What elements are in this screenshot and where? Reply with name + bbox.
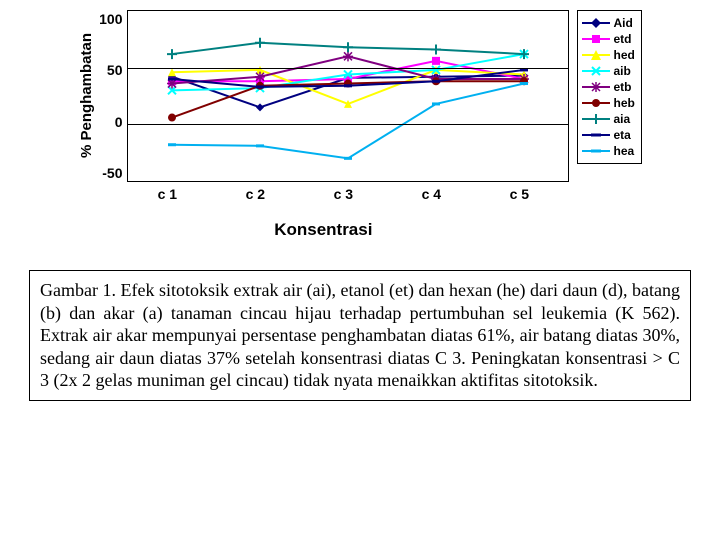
y-tick-labels: 100 50 0 -50 — [99, 11, 122, 181]
y-tick: -50 — [99, 165, 122, 181]
figure-caption: Gambar 1. Efek sitotoksik extrak air (ai… — [29, 270, 691, 401]
legend-item: etb — [582, 79, 635, 95]
legend-label: aib — [614, 63, 631, 79]
legend-item: aia — [582, 111, 635, 127]
legend-item: hed — [582, 47, 635, 63]
legend-item: Aid — [582, 15, 635, 31]
legend-item: etd — [582, 31, 635, 47]
gridline — [128, 124, 568, 125]
x-tick: c 2 — [211, 186, 299, 202]
figure: % Penghambatan 100 50 0 -50 c 1c 2c 3c 4c 5… — [10, 10, 710, 240]
legend-label: hed — [614, 47, 635, 63]
legend-label: eta — [614, 127, 631, 143]
y-tick: 100 — [99, 11, 122, 27]
y-tick: 0 — [99, 114, 122, 130]
x-tick: c 3 — [299, 186, 387, 202]
legend-label: hea — [614, 143, 635, 159]
x-tick: c 1 — [123, 186, 211, 202]
y-tick: 50 — [99, 62, 122, 78]
legend-item: aib — [582, 63, 635, 79]
legend-item: heb — [582, 95, 635, 111]
gridline — [128, 68, 568, 69]
chart-block: % Penghambatan 100 50 0 -50 c 1c 2c 3c 4c 5… — [78, 10, 568, 240]
legend-item: eta — [582, 127, 635, 143]
plot-area — [127, 10, 569, 182]
x-tick: c 5 — [475, 186, 563, 202]
x-tick-labels: c 1c 2c 3c 4c 5 — [123, 182, 563, 202]
legend: Aidetdhedaibetbhebaiaetahea — [577, 10, 642, 164]
legend-label: etd — [614, 31, 632, 47]
y-axis-label: % Penghambatan — [78, 33, 95, 158]
x-tick: c 4 — [387, 186, 475, 202]
legend-label: aia — [614, 111, 631, 127]
x-axis-label: Konsentrasi — [274, 220, 372, 240]
legend-label: Aid — [614, 15, 633, 31]
line-chart-svg — [128, 11, 568, 181]
legend-label: heb — [614, 95, 635, 111]
legend-item: hea — [582, 143, 635, 159]
legend-label: etb — [614, 79, 632, 95]
